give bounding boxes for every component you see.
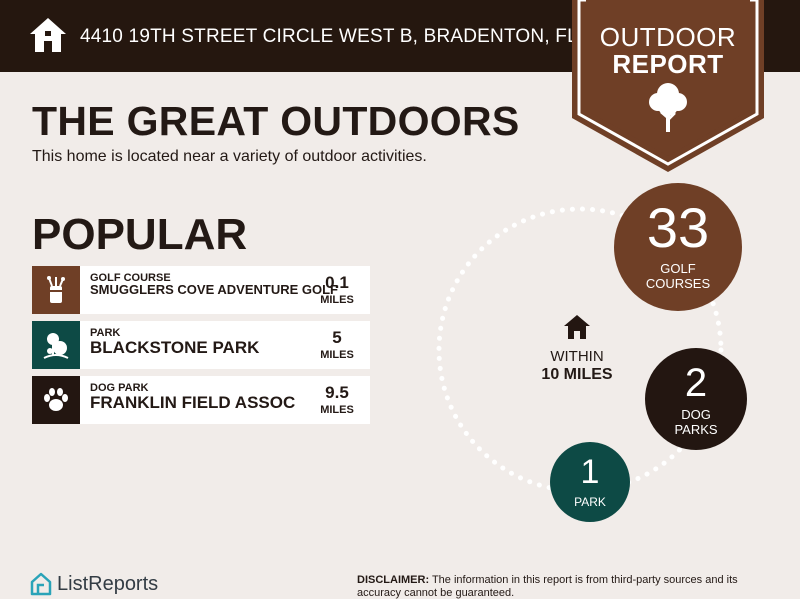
dog-parks-count-bubble: 2 DOG PARKS	[645, 348, 747, 450]
bubble-count: 1	[580, 453, 600, 491]
popular-item-park[interactable]: PARK BLACKSTONE PARK 5 MILES	[32, 321, 370, 369]
page-subtitle: This home is located near a variety of o…	[32, 148, 427, 165]
page-title: THE GREAT OUTDOORS	[32, 98, 520, 144]
badge-title-line2: REPORT	[612, 49, 724, 79]
popular-item-type: DOG PARK	[90, 382, 149, 394]
disclaimer-label: DISCLAIMER:	[357, 574, 430, 586]
popular-item-type: PARK	[90, 327, 121, 339]
disclaimer-text: The information in this report is from t…	[357, 574, 738, 599]
popular-item-distance: 9.5	[325, 383, 349, 402]
popular-item-unit: MILES	[320, 294, 354, 306]
park-trees-icon	[43, 333, 69, 359]
within-label-line2: 10 MILES	[541, 366, 613, 383]
bubble-label: GOLF COURSES	[645, 261, 711, 291]
popular-item-unit: MILES	[320, 349, 354, 361]
golf-courses-count-bubble: 33 GOLF COURSES	[614, 183, 742, 311]
popular-item-icon-box	[32, 376, 80, 424]
popular-item-unit: MILES	[320, 404, 354, 416]
popular-heading: POPULAR	[32, 210, 248, 259]
within-label: WITHIN 10 MILES	[525, 348, 629, 384]
property-address: 4410 19TH STREET CIRCLE WEST B, BRADENTO…	[80, 26, 637, 47]
popular-item-type: GOLF COURSE	[90, 272, 171, 284]
bubble-label: PARK	[574, 495, 606, 509]
house-icon	[564, 315, 590, 339]
parks-count-bubble: 1 PARK	[550, 442, 630, 522]
bubble-label: DOG PARKS	[674, 407, 718, 437]
home-icon	[30, 18, 66, 52]
bubble-count: 2	[684, 361, 708, 405]
bubble-count: 33	[646, 196, 710, 259]
popular-item-name: BLACKSTONE PARK	[90, 338, 260, 357]
badge-title-line1: OUTDOOR	[599, 22, 737, 52]
popular-item-name: SMUGGLERS COVE ADVENTURE GOLF	[90, 282, 338, 297]
popular-item-icon-box	[32, 321, 80, 369]
popular-item-distance: 0.1	[325, 273, 349, 292]
listreports-logo[interactable]: ListReports	[30, 572, 158, 596]
listreports-logo-icon	[30, 572, 52, 596]
popular-item-dog-park[interactable]: DOG PARK FRANKLIN FIELD ASSOC 9.5 MILES	[32, 376, 370, 424]
within-label-line1: WITHIN	[550, 348, 604, 365]
popular-item-name: FRANKLIN FIELD ASSOC	[90, 393, 296, 412]
disclaimer: DISCLAIMER: The information in this repo…	[357, 574, 777, 599]
popular-item-golf[interactable]: GOLF COURSE SMUGGLERS COVE ADVENTURE GOL…	[32, 266, 370, 314]
badge-title: OUTDOOR REPORT	[572, 24, 764, 78]
tree-icon	[649, 83, 687, 132]
popular-item-icon-box	[32, 266, 80, 314]
golf-bag-icon	[47, 276, 65, 303]
paw-print-icon	[44, 388, 68, 411]
popular-item-distance: 5	[332, 328, 342, 347]
listreports-logo-text: ListReports	[57, 572, 159, 595]
